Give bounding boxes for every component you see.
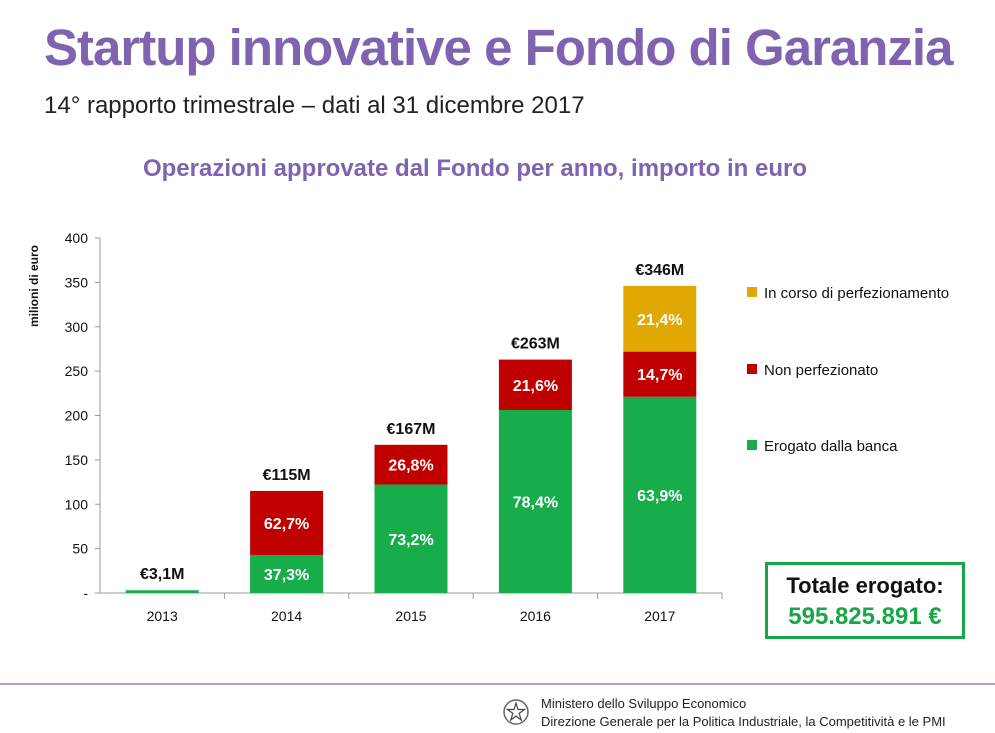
y-tick-label: 400 (65, 230, 89, 246)
bar-segment (125, 590, 199, 593)
bar-segment (623, 351, 697, 397)
bar-segment-label: 63,9% (637, 488, 682, 505)
bar-segment-label: 62,7% (264, 516, 309, 533)
total-value: 595.825.891 € (788, 603, 942, 630)
legend-label: In corso di perfezionamento (764, 285, 949, 302)
total-disbursed-box: Totale erogato: 595.825.891 € (765, 562, 965, 639)
x-tick-label: 2013 (147, 608, 178, 624)
y-tick-label: 100 (65, 496, 89, 512)
legend-label: Erogato dalla banca (764, 438, 898, 455)
bar-segment (250, 554, 324, 593)
y-tick-label: 300 (65, 319, 89, 335)
x-tick-label: 2015 (395, 608, 426, 624)
x-tick-label: 2014 (271, 608, 302, 624)
footer-line-2: Direzione Generale per la Politica Indus… (541, 714, 946, 729)
x-tick-label: 2016 (520, 608, 551, 624)
y-tick-label: 350 (65, 274, 89, 290)
bar-segment-label: 21,4% (637, 312, 682, 329)
bar-total-label: €3,1M (140, 566, 184, 583)
legend-label: Non perfezionato (764, 362, 878, 379)
chart-title: Operazioni approvate dal Fondo per anno,… (142, 155, 808, 182)
bar-total-label: €167M (387, 421, 436, 438)
bar-segment (374, 444, 448, 485)
footer-ministry: Ministero dello Sviluppo Economico Direz… (541, 695, 946, 731)
bar-total-label: €346M (635, 262, 684, 279)
bar-segment-label: 14,7% (637, 367, 682, 384)
y-axis-title: milioni di euro (27, 245, 41, 327)
legend-swatch (747, 440, 757, 450)
bar-total-label: €263M (511, 336, 560, 353)
bar-segment (374, 484, 448, 593)
bar-segment-label: 21,6% (513, 378, 558, 395)
x-tick-label: 2017 (644, 608, 675, 624)
y-tick-label: - (83, 585, 88, 601)
italian-republic-emblem-icon (503, 699, 529, 725)
bar-segment-label: 37,3% (264, 567, 309, 584)
bar-segment (250, 490, 324, 555)
total-label: Totale erogato: (786, 573, 944, 598)
bar-segment-label: 26,8% (388, 458, 433, 475)
y-tick-label: 50 (72, 541, 88, 557)
y-tick-label: 250 (65, 363, 89, 379)
bar-segment (623, 396, 697, 593)
footer-divider (0, 683, 995, 685)
legend-swatch (747, 364, 757, 374)
legend-swatch (747, 287, 757, 297)
stacked-bar-chart: milioni di euro - 50 100 150 200 250 300 350 400… (27, 230, 949, 624)
page-subtitle: 14° rapporto trimestrale – dati al 31 di… (44, 92, 585, 119)
y-tick-label: 150 (65, 452, 89, 468)
page-title: Startup innovative e Fondo di Garanzia (44, 19, 953, 76)
bar-segment (498, 359, 572, 410)
bar-total-label: €115M (263, 467, 311, 484)
bar-segment-label: 73,2% (388, 532, 433, 549)
bar-segment-label: 78,4% (513, 494, 558, 511)
bar-segment (498, 409, 572, 593)
y-tick-label: 200 (65, 408, 89, 424)
bar-segment (623, 285, 697, 352)
footer-line-1: Ministero dello Sviluppo Economico (541, 696, 747, 711)
